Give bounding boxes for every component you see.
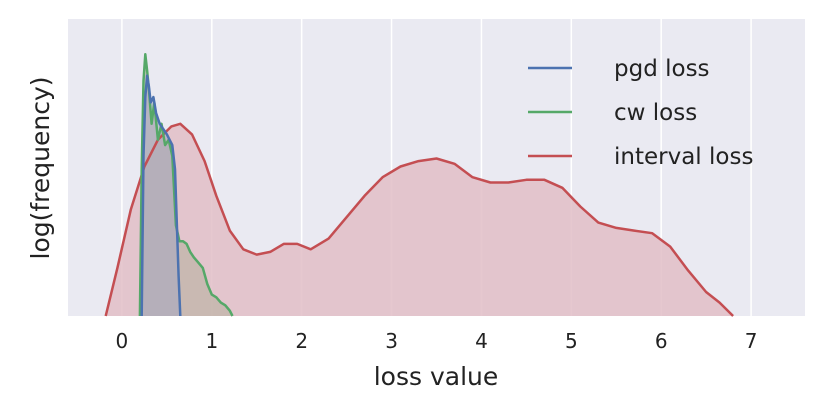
pgd-loss-area bbox=[141, 75, 181, 316]
x-tick-label: 7 bbox=[745, 329, 758, 353]
y-axis-label: log(frequency) bbox=[26, 76, 55, 259]
x-tick-label: 6 bbox=[655, 329, 668, 353]
x-axis-label: loss value bbox=[374, 362, 499, 391]
cw-loss-legend-label: cw loss bbox=[614, 100, 697, 126]
series-layer bbox=[104, 53, 734, 317]
pgd-loss-legend-label: pgd loss bbox=[614, 56, 710, 82]
x-tick-label: 5 bbox=[565, 329, 578, 353]
interval-loss-legend-label: interval loss bbox=[614, 144, 753, 170]
pgd-loss-line bbox=[140, 74, 182, 317]
x-tick-label: 0 bbox=[116, 329, 129, 353]
x-tick-label: 4 bbox=[475, 329, 488, 353]
interval-loss-area bbox=[105, 123, 734, 316]
x-tick-label: 1 bbox=[205, 329, 218, 353]
x-tick-label: 3 bbox=[385, 329, 398, 353]
legend: pgd loss cw loss interval loss bbox=[528, 56, 753, 170]
x-axis-ticks: 0 1 2 3 4 5 6 7 bbox=[116, 329, 758, 353]
interval-loss-line bbox=[104, 122, 734, 317]
x-tick-label: 2 bbox=[295, 329, 308, 353]
